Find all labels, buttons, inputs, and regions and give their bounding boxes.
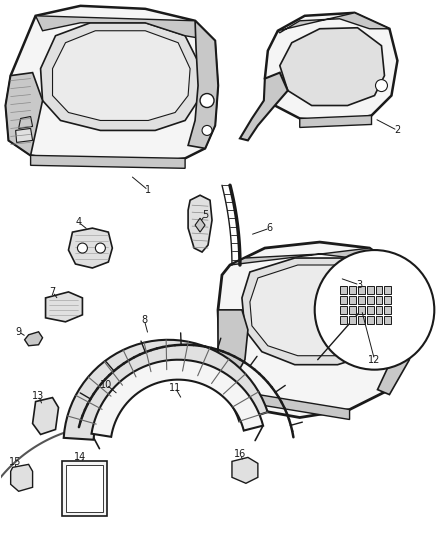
Bar <box>63 462 107 516</box>
Bar <box>367 301 371 307</box>
Circle shape <box>95 243 106 253</box>
Bar <box>349 306 356 314</box>
Bar <box>374 285 378 291</box>
Bar <box>357 286 364 294</box>
Bar <box>339 306 346 314</box>
Bar <box>375 296 382 304</box>
Text: 2: 2 <box>394 125 401 135</box>
Polygon shape <box>64 340 268 440</box>
Bar <box>346 301 350 307</box>
Circle shape <box>374 345 395 365</box>
Circle shape <box>202 125 212 135</box>
Bar <box>339 316 346 324</box>
Polygon shape <box>188 21 218 148</box>
Polygon shape <box>11 464 32 491</box>
Text: 6: 6 <box>267 223 273 233</box>
Circle shape <box>200 94 214 108</box>
Text: 16: 16 <box>234 449 246 459</box>
Polygon shape <box>228 390 350 419</box>
Polygon shape <box>250 265 379 356</box>
Bar <box>67 465 103 512</box>
Polygon shape <box>68 228 112 268</box>
Polygon shape <box>92 360 263 437</box>
Circle shape <box>314 250 434 370</box>
Polygon shape <box>188 195 212 252</box>
Text: 8: 8 <box>141 315 147 325</box>
Bar <box>339 296 346 304</box>
Text: 10: 10 <box>100 379 113 390</box>
Polygon shape <box>300 116 371 127</box>
Polygon shape <box>46 292 82 322</box>
Polygon shape <box>240 72 288 140</box>
Text: 4: 4 <box>75 217 81 227</box>
Text: 15: 15 <box>8 457 21 467</box>
Bar <box>346 293 350 299</box>
Polygon shape <box>35 16 215 41</box>
Polygon shape <box>218 242 410 417</box>
Bar <box>360 285 364 291</box>
Circle shape <box>78 243 88 253</box>
Text: 5: 5 <box>202 210 208 220</box>
Bar <box>346 285 350 291</box>
Bar <box>353 301 357 307</box>
Polygon shape <box>25 332 42 346</box>
Polygon shape <box>53 31 190 120</box>
Bar <box>385 296 392 304</box>
Polygon shape <box>6 72 42 155</box>
Polygon shape <box>242 258 389 365</box>
Text: 7: 7 <box>49 287 56 297</box>
Polygon shape <box>230 248 399 268</box>
Bar <box>385 316 392 324</box>
Polygon shape <box>32 398 59 434</box>
Bar <box>367 316 374 324</box>
Bar <box>367 286 374 294</box>
Bar <box>385 286 392 294</box>
Bar <box>349 316 356 324</box>
Text: 14: 14 <box>74 453 87 463</box>
Polygon shape <box>265 13 397 123</box>
Bar <box>360 301 364 307</box>
Bar <box>357 306 364 314</box>
Polygon shape <box>232 457 258 483</box>
Bar <box>357 316 364 324</box>
Text: 9: 9 <box>16 327 22 337</box>
Text: 13: 13 <box>32 391 45 401</box>
Polygon shape <box>278 13 389 33</box>
Polygon shape <box>195 218 205 232</box>
Bar <box>353 285 357 291</box>
Bar <box>357 296 364 304</box>
Polygon shape <box>218 310 248 390</box>
Polygon shape <box>41 23 200 131</box>
Polygon shape <box>31 155 185 168</box>
Polygon shape <box>16 128 32 142</box>
Bar <box>375 306 382 314</box>
Polygon shape <box>6 6 218 165</box>
Bar <box>339 286 346 294</box>
Circle shape <box>384 324 396 336</box>
Bar <box>367 285 371 291</box>
Text: 3: 3 <box>357 280 363 290</box>
Bar <box>349 286 356 294</box>
Text: 12: 12 <box>368 354 381 365</box>
Polygon shape <box>280 28 385 106</box>
Bar <box>385 306 392 314</box>
Polygon shape <box>378 270 410 394</box>
Bar <box>375 316 382 324</box>
Bar <box>375 286 382 294</box>
Bar <box>367 306 374 314</box>
Bar <box>374 293 378 299</box>
Bar <box>374 301 378 307</box>
Bar <box>349 296 356 304</box>
Bar <box>367 293 371 299</box>
Bar <box>367 296 374 304</box>
Bar <box>353 293 357 299</box>
Text: 1: 1 <box>145 185 151 195</box>
Text: 11: 11 <box>169 383 181 393</box>
Polygon shape <box>19 117 32 128</box>
Circle shape <box>375 79 388 92</box>
Bar <box>360 293 364 299</box>
